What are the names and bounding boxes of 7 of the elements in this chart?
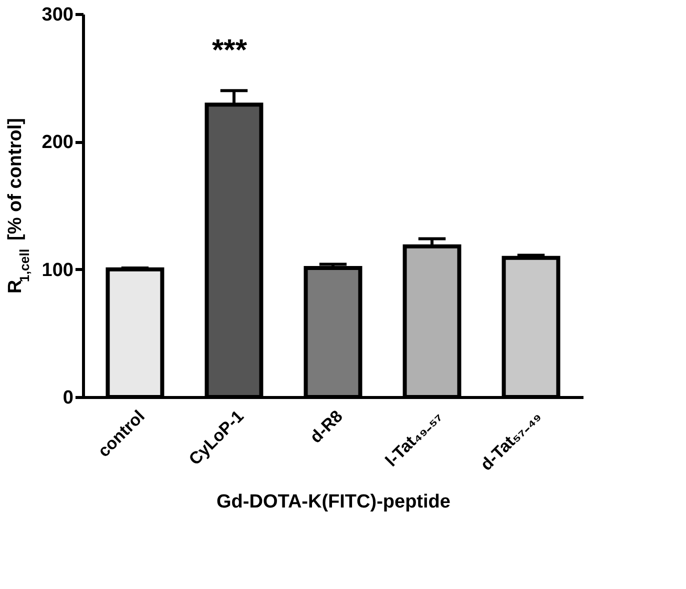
y-tick-label: 200 [42, 132, 74, 154]
y-tick-label: 0 [62, 388, 74, 408]
annotation: *** [212, 34, 248, 67]
y-tick-label: 100 [42, 260, 74, 281]
y-tick-label: 300 [42, 4, 74, 26]
x-axis-title: Gd-DOTA-K(FITC)-peptide [216, 492, 450, 512]
y-axis-title: R1,cell [% of control] [5, 118, 32, 294]
